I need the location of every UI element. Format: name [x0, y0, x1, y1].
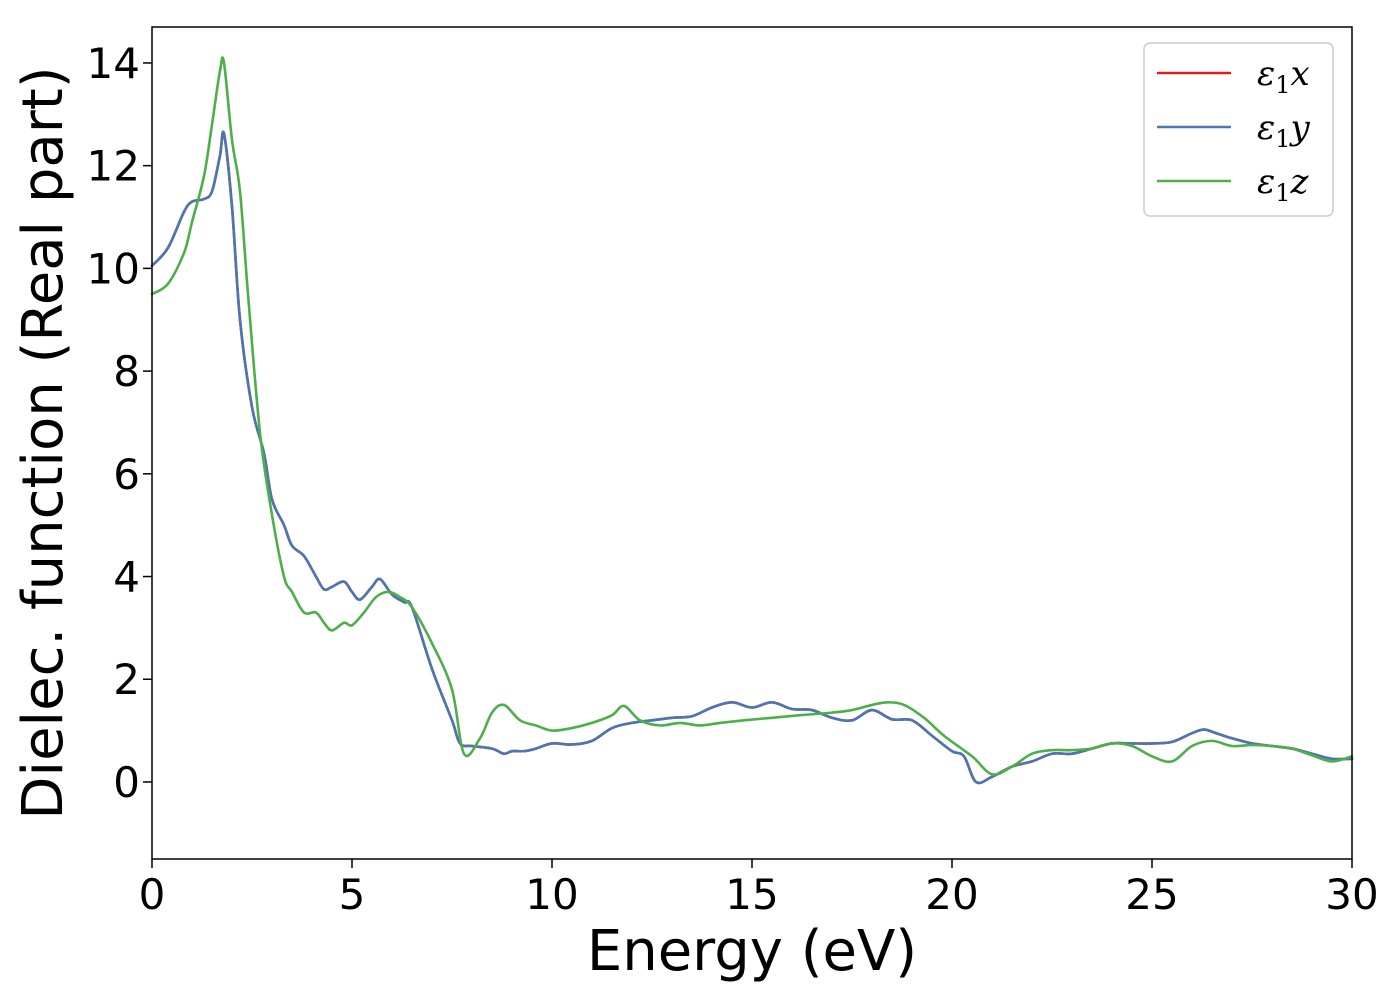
legend-label-z: ε1z	[1257, 162, 1310, 207]
x-tick-label: 15	[725, 870, 778, 919]
x-tick-label: 25	[1125, 870, 1178, 919]
y-tick-label: 4	[113, 553, 140, 602]
x-tick-label: 10	[525, 870, 578, 919]
y-tick-label: 6	[113, 450, 140, 499]
legend-box	[1143, 42, 1334, 217]
series-layer	[150, 56, 1354, 785]
series-line-z	[150, 56, 1354, 776]
legend-label-y: ε1y	[1257, 108, 1311, 153]
x-tick-label: 20	[925, 870, 978, 919]
y-tick-label: 8	[113, 347, 140, 396]
y-tick-label: 12	[87, 142, 140, 191]
x-tick-label: 0	[139, 870, 166, 919]
x-tick-label: 30	[1325, 870, 1378, 919]
y-tick-label: 0	[113, 758, 140, 807]
legend: ε1x ε1y ε1z	[1143, 42, 1334, 217]
x-tick-label: 5	[339, 870, 366, 919]
x-axis-label: Energy (eV)	[587, 919, 917, 984]
y-tick-label: 2	[113, 655, 140, 704]
y-tick-label: 14	[87, 39, 140, 88]
legend-label-x: ε1x	[1257, 54, 1310, 99]
y-axis-label: Dielec. function (Real part)	[11, 66, 76, 819]
y-tick-label: 10	[87, 244, 140, 293]
ticks-layer: 0 5 10 15 20 25 30 0 2 4 6 8 10 12 14	[87, 39, 1379, 919]
